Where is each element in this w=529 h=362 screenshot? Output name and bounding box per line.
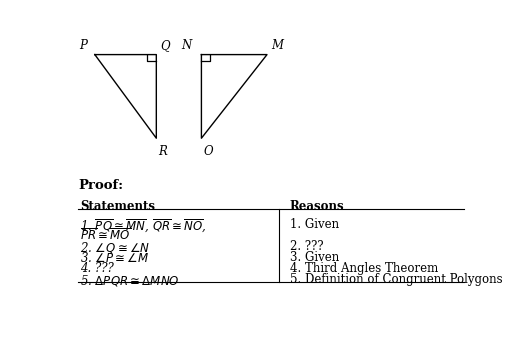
- Text: 4. ???: 4. ???: [80, 262, 114, 275]
- Text: R: R: [158, 145, 167, 158]
- Text: 5. Definition of Congruent Polygons: 5. Definition of Congruent Polygons: [289, 273, 502, 286]
- Text: $\overline{PR}\cong\overline{MO}$: $\overline{PR}\cong\overline{MO}$: [80, 228, 132, 244]
- Text: Reasons: Reasons: [289, 199, 344, 212]
- Text: P: P: [79, 39, 87, 52]
- Text: 1. Given: 1. Given: [289, 218, 339, 231]
- Text: Statements: Statements: [80, 199, 156, 212]
- Text: M: M: [271, 39, 283, 52]
- Text: Proof:: Proof:: [78, 178, 124, 191]
- Text: 3. $\angle P\cong\angle M$: 3. $\angle P\cong\angle M$: [80, 251, 150, 265]
- Text: N: N: [181, 39, 191, 52]
- Text: 1. $\overline{PQ}\cong\overline{MN}$, $\overline{QR}\cong\overline{NO}$,: 1. $\overline{PQ}\cong\overline{MN}$, $\…: [80, 218, 207, 235]
- Text: 2. $\angle Q\cong\angle N$: 2. $\angle Q\cong\angle N$: [80, 240, 151, 255]
- Text: O: O: [204, 145, 213, 158]
- Text: 5. $\Delta PQR\cong\Delta MNO$: 5. $\Delta PQR\cong\Delta MNO$: [80, 273, 180, 289]
- Text: 2. ???: 2. ???: [289, 240, 323, 253]
- Text: Q: Q: [160, 39, 170, 52]
- Text: 4. Third Angles Theorem: 4. Third Angles Theorem: [289, 262, 438, 275]
- Text: 3. Given: 3. Given: [289, 251, 339, 264]
